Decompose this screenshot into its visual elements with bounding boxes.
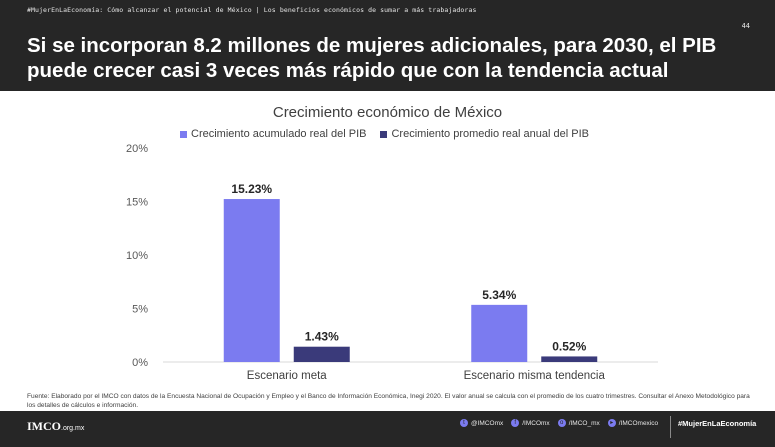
y-tick-label: 15%: [126, 197, 148, 209]
social-youtube-label: /IMCOmexico: [618, 419, 659, 427]
social-instagram-label: /IMCO_mx: [568, 419, 600, 427]
chart-title: Crecimiento económico de México: [272, 104, 503, 121]
footer-divider: [670, 416, 671, 438]
y-tick-label: 5%: [132, 304, 148, 316]
legend-swatch-acumulado: [180, 130, 187, 138]
header-band: #MujerEnLaEconomía: Cómo alcanzar el pot…: [0, 0, 775, 91]
social-links: t @IMCOmx f/IMCOmx o/IMCO_mx ▸/IMCOmexico: [460, 419, 666, 427]
source-note: Fuente: Elaborado por el IMCO con datos …: [27, 393, 750, 409]
legend-item-acumulado: Crecimiento acumulado real del PIB: [180, 128, 366, 140]
data-label: 15.23%: [231, 182, 272, 196]
data-label: 1.43%: [305, 330, 339, 344]
chart-area: Crecimiento económico de México Crecimie…: [0, 91, 775, 391]
footer-band: IMCO.org.mx t @IMCOmx f/IMCOmx o/IMCO_mx …: [0, 411, 775, 447]
x-tick-label: Escenario meta: [247, 370, 328, 382]
data-label: 0.52%: [552, 339, 586, 353]
data-label: 5.34%: [482, 288, 516, 302]
instagram-icon: o: [557, 419, 566, 427]
legend-label-acumulado: Crecimiento acumulado real del PIB: [191, 128, 367, 140]
social-facebook[interactable]: f/IMCOmx: [511, 419, 550, 427]
social-instagram[interactable]: o/IMCO_mx: [557, 419, 600, 427]
legend-swatch-promedio: [380, 130, 388, 138]
page-number: 44: [741, 22, 750, 30]
youtube-icon: ▸: [607, 419, 616, 427]
logo-text: IMCO: [27, 419, 61, 433]
logo-domain: .org.mx: [61, 425, 85, 432]
bar-chart-plot: 0% 5% 10% 15% 20% 15.23% 1.43% Escenario meta 5.…: [126, 143, 658, 382]
bar: [293, 346, 350, 362]
y-tick-label: 10%: [126, 250, 148, 262]
x-tick-label: Escenario misma tendencia: [464, 370, 606, 382]
facebook-icon: f: [511, 419, 520, 427]
bar: [541, 356, 598, 362]
campaign-hashtag: #MujerEnLaEconomía: [678, 419, 757, 428]
bar: [223, 199, 280, 362]
breadcrumb: #MujerEnLaEconomía: Cómo alcanzar el pot…: [27, 6, 476, 14]
slide-title: Si se incorporan 8.2 millones de mujeres…: [27, 34, 717, 82]
breadcrumb-section: Los beneficios económicos de sumar a más…: [263, 6, 477, 14]
bar: [471, 304, 528, 362]
breadcrumb-report: #MujerEnLaEconomía: Cómo alcanzar el pot…: [27, 6, 252, 14]
social-twitter-label: @IMCOmx: [471, 419, 504, 427]
social-youtube[interactable]: ▸/IMCOmexico: [607, 419, 659, 427]
twitter-icon: t: [460, 419, 468, 427]
legend-item-promedio: Crecimiento promedio real anual del PIB: [380, 128, 589, 140]
social-twitter[interactable]: t @IMCOmx: [460, 419, 503, 427]
chart-legend: Crecimiento acumulado real del PIB Creci…: [180, 128, 603, 140]
y-tick-label: 20%: [126, 143, 148, 155]
legend-label-promedio: Crecimiento promedio real anual del PIB: [391, 128, 589, 140]
imco-logo: IMCO.org.mx: [27, 419, 84, 434]
breadcrumb-separator: |: [255, 6, 260, 14]
social-facebook-label: /IMCOmx: [522, 419, 550, 427]
y-tick-label: 0%: [132, 357, 148, 369]
